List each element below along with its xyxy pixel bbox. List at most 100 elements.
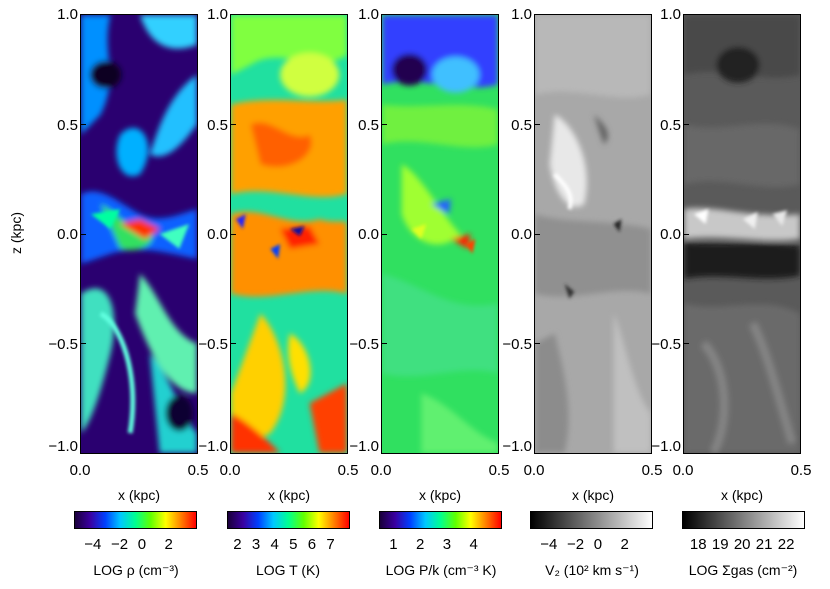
colorbar-tick-label: 21: [755, 536, 773, 553]
x-axis-label: x (kpc): [572, 487, 614, 503]
x-axis-label: x (kpc): [268, 487, 310, 503]
y-tick-mark: [683, 14, 689, 15]
colorbar-tick-label: 19: [711, 536, 729, 553]
colorbar-tick-label: 7: [326, 536, 335, 553]
colorbar-tick-label: −2: [111, 536, 129, 553]
x-tick-label: 0.5: [790, 462, 812, 479]
y-tick-mark: [381, 14, 387, 15]
y-tick-label: −0.5: [198, 336, 228, 353]
y-tick-mark: [230, 343, 236, 345]
colorbar-tick-label: 2: [416, 536, 425, 553]
y-tick-mark: [230, 233, 236, 235]
y-tick-label: 0.5: [57, 117, 78, 134]
y-tick-label: 0.5: [660, 117, 681, 134]
colorbar-pressure: [379, 511, 502, 529]
panel-density-map: [80, 14, 198, 454]
y-tick-mark: [80, 123, 86, 125]
y-tick-label: 0.0: [660, 226, 681, 243]
colorbar-label-column-density: LOG Σgas (cm⁻²): [688, 562, 798, 578]
y-tick-mark: [534, 453, 540, 454]
colorbar-temperature: [227, 511, 350, 529]
y-tick-mark: [534, 14, 540, 15]
y-tick-label: 1.0: [207, 6, 228, 23]
y-tick-label: 0.0: [207, 226, 228, 243]
colorbar-label-velocity: V₂ (10² km s⁻¹): [545, 562, 639, 578]
y-tick-label: 1.0: [57, 6, 78, 23]
x-axis-label: x (kpc): [118, 487, 160, 503]
y-tick-mark: [80, 343, 86, 345]
y-tick-label: −0.5: [349, 336, 379, 353]
x-tick-label: 0.0: [370, 462, 392, 479]
y-tick-mark: [683, 123, 689, 125]
panel-velocity-map: [534, 14, 652, 454]
panel-pressure-map: [381, 14, 499, 454]
x-tick-label: 0.5: [337, 462, 359, 479]
y-tick-label: 0.5: [358, 117, 379, 134]
x-tick-label: 0.0: [219, 462, 241, 479]
colorbar-label-pressure: LOG P/k (cm⁻³ K): [385, 562, 497, 578]
y-tick-mark: [381, 233, 387, 235]
y-tick-mark: [230, 14, 236, 15]
y-tick-label: 0.5: [207, 117, 228, 134]
y-tick-mark: [80, 14, 86, 15]
x-tick-label: 0.0: [672, 462, 694, 479]
colorbar-tick-label: 18: [689, 536, 707, 553]
colorbar-tick-label: 2: [233, 536, 242, 553]
colorbar-tick-label: 20: [733, 536, 751, 553]
y-axis-label: z (kpc): [8, 212, 24, 254]
y-tick-mark: [230, 123, 236, 125]
x-tick-label: 0.5: [641, 462, 663, 479]
panel-column-density-map: [683, 14, 801, 454]
temperature-map-image: [231, 15, 347, 453]
colorbar-tick-label: −4: [84, 536, 102, 553]
y-tick-label: −0.5: [651, 336, 681, 353]
y-tick-label: −1.0: [651, 438, 681, 455]
y-tick-label: 0.0: [511, 226, 532, 243]
y-tick-mark: [80, 233, 86, 235]
y-tick-mark: [683, 343, 689, 345]
y-tick-mark: [381, 123, 387, 125]
y-tick-label: 1.0: [511, 6, 532, 23]
y-tick-mark: [230, 453, 236, 454]
colorbar-tick-label: 3: [442, 536, 452, 553]
colorbar-tick-label: 4: [270, 536, 279, 553]
colorbar-tick-label: 6: [307, 536, 317, 553]
y-tick-label: 0.5: [511, 117, 532, 134]
colorbar-tick-label: 22: [777, 536, 795, 553]
colorbar-column-density: [682, 511, 805, 529]
colorbar-tick-label: 2: [620, 536, 629, 553]
x-tick-label: 0.5: [187, 462, 209, 479]
colorbar-tick-label: 0: [137, 536, 147, 553]
density-map-image: [81, 15, 197, 453]
y-tick-label: −1.0: [198, 438, 228, 455]
colorbar-label-temperature: LOG T (K): [255, 562, 321, 578]
pressure-map-image: [382, 15, 498, 453]
colorbar-density: [74, 511, 197, 529]
column-density-map-image: [684, 15, 800, 453]
panel-temperature-map: [230, 14, 348, 454]
colorbar-velocity: [530, 511, 653, 529]
y-tick-mark: [381, 453, 387, 454]
colorbar-tick-label: 5: [289, 536, 298, 553]
colorbar-label-density: LOG ρ (cm⁻³): [93, 562, 179, 578]
y-tick-label: −0.5: [502, 336, 532, 353]
y-tick-mark: [534, 343, 540, 345]
y-tick-label: 1.0: [660, 6, 681, 23]
colorbar-tick-label: 4: [469, 536, 478, 553]
y-tick-mark: [381, 343, 387, 345]
y-tick-label: −1.0: [349, 438, 379, 455]
y-tick-mark: [534, 233, 540, 235]
x-axis-label: x (kpc): [419, 487, 461, 503]
y-tick-mark: [534, 123, 540, 125]
y-tick-mark: [683, 233, 689, 235]
y-tick-label: −1.0: [502, 438, 532, 455]
y-tick-label: 0.0: [358, 226, 379, 243]
x-tick-label: 0.5: [488, 462, 510, 479]
x-tick-label: 0.0: [523, 462, 545, 479]
colorbar-tick-label: −2: [567, 536, 585, 553]
y-tick-label: 1.0: [358, 6, 379, 23]
y-tick-mark: [80, 453, 86, 454]
y-tick-mark: [683, 453, 689, 454]
x-axis-label: x (kpc): [721, 487, 763, 503]
colorbar-tick-label: 3: [251, 536, 261, 553]
